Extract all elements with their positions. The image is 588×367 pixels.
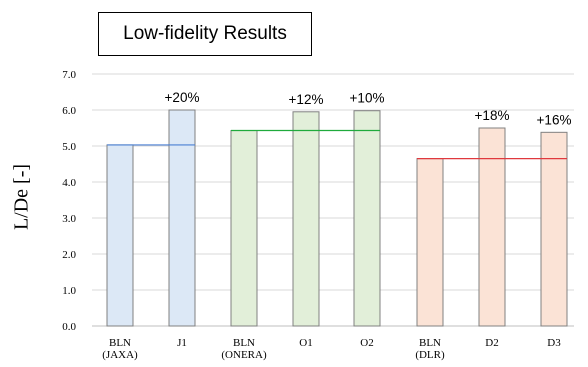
x-tick-label: BLN (DLR)	[415, 337, 445, 361]
baseline-lines	[107, 129, 567, 160]
y-tick-label: 0.0	[62, 321, 76, 333]
y-tick-label: 5.0	[62, 141, 76, 153]
bar-annotations: +20% +12% +10% +18% +16%	[165, 90, 572, 127]
bar	[106, 144, 134, 327]
bar-annotation: +18%	[475, 108, 510, 123]
x-tick-label: D3	[547, 337, 561, 349]
x-tick-label: O2	[360, 337, 373, 349]
y-tick-label: 7.0	[62, 69, 76, 81]
bar-annotation: +12%	[289, 92, 324, 107]
bar	[540, 131, 568, 327]
x-tick-label: O1	[299, 337, 312, 349]
x-tick-label: BLN (ONERA)	[221, 337, 267, 361]
y-axis-label: L/De [-]	[10, 163, 33, 231]
x-tick-label: J1	[177, 337, 187, 349]
bar	[230, 130, 258, 327]
bar-annotation: +16%	[537, 112, 572, 127]
bar	[353, 110, 381, 327]
y-tick-label: 4.0	[62, 177, 76, 189]
x-tick-labels: BLN (JAXA) J1 BLN (ONERA) O1 O2 BLN (DLR) D2 D3	[102, 337, 561, 361]
y-axis-label-wrap: L/De [-]	[2, 157, 42, 237]
bars	[106, 109, 568, 327]
y-tick-labels: 0.0 1.0 2.0 3.0 4.0 5.0 6.0 7.0	[62, 69, 76, 333]
y-tick-label: 6.0	[62, 105, 76, 117]
bar	[168, 109, 196, 327]
x-tick-label: D2	[485, 337, 498, 349]
bar-annotation: +10%	[350, 91, 385, 106]
bar-annotation: +20%	[165, 90, 200, 105]
bar	[292, 111, 320, 327]
y-tick-label: 3.0	[62, 213, 76, 225]
y-tick-label: 2.0	[62, 249, 76, 261]
y-tick-label: 1.0	[62, 285, 76, 297]
x-tick-label: BLN (JAXA)	[102, 337, 138, 361]
bar	[416, 158, 444, 327]
chart-title: Low-fidelity Results	[98, 12, 312, 56]
bar	[478, 127, 506, 327]
